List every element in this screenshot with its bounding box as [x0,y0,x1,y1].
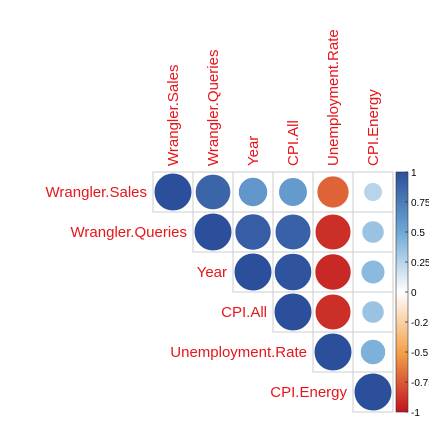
correlation-circle-Year-Year [233,252,273,292]
correlation-circle-CPI.All-CPI.All [273,292,313,332]
column-label: CPI.Energy [365,89,382,166]
colorbar-tick-label: -1 [411,408,420,419]
correlation-circle-Wrangler.Sales-Wrangler.Queries [194,173,232,211]
column-label: Wrangler.Queries [205,50,222,166]
grid-cell [352,371,394,413]
column-label: Year [245,136,262,166]
colorbar-tick-labels: 1 0.75 0.5 0.25 0 -0.25 -0.5 -0.75 -1 [405,168,429,419]
correlation-circle-Wrangler.Queries-Year [234,213,272,251]
colorbar-tick-label: -0.75 [411,378,429,389]
correlation-circle-CPI.All-Unemployment.Rate [314,293,352,331]
column-labels: Wrangler.Sales Wrangler.Queries Year CPI.Al… [165,29,382,166]
correlation-circle-Wrangler.Sales-CPI.Energy [363,182,383,202]
colorbar-tick-label: 1 [411,168,417,179]
correlation-circle-Wrangler.Sales-Wrangler.Sales [153,172,193,212]
correlation-circle-Unemployment.Rate-Unemployment.Rate [313,332,353,372]
correlation-circle-Unemployment.Rate-CPI.Energy [359,338,387,366]
colorbar-tick-label: 0.5 [411,228,425,239]
correlation-circle-Year-Unemployment.Rate [314,253,352,291]
correlation-circle-Wrangler.Queries-CPI.All [274,213,312,251]
row-label: Wrangler.Queries [71,224,187,241]
colorbar-tick-label: -0.5 [411,348,429,359]
row-label: Wrangler.Sales [46,184,147,201]
grid-lines [152,171,394,413]
correlation-circle-Wrangler.Queries-Unemployment.Rate [314,213,352,251]
column-label: CPI.All [285,120,302,166]
correlation-circle-Wrangler.Sales-CPI.All [278,177,308,207]
row-labels: Wrangler.Sales Wrangler.Queries Year CPI.Al… [46,184,348,401]
row-label: CPI.Energy [270,384,347,401]
correlation-circle-Wrangler.Sales-Year [237,176,269,208]
correlation-circle-Year-CPI.Energy [360,259,386,285]
correlation-circle-CPI.Energy-CPI.Energy [353,372,393,412]
column-label: Unemployment.Rate [325,29,342,166]
correlation-circle-Wrangler.Queries-Wrangler.Queries [193,212,233,252]
correlation-circles [153,172,393,412]
correlation-circle-Wrangler.Queries-CPI.Energy [361,220,385,244]
row-label: Unemployment.Rate [170,344,307,361]
correlation-circle-Year-CPI.All [273,252,313,292]
correlation-circle-CPI.All-CPI.Energy [361,300,385,324]
colorbar-tick-label: 0 [411,288,417,299]
column-label: Wrangler.Sales [165,65,182,166]
colorbar-tick-label: 0.75 [411,198,429,209]
row-label: Year [197,264,227,281]
colorbar-tick-label: 0.25 [411,258,429,269]
colorbar-tick-label: -0.25 [411,318,429,329]
correlation-circle-Wrangler.Sales-Unemployment.Rate [316,175,350,209]
row-label: CPI.All [221,304,267,321]
